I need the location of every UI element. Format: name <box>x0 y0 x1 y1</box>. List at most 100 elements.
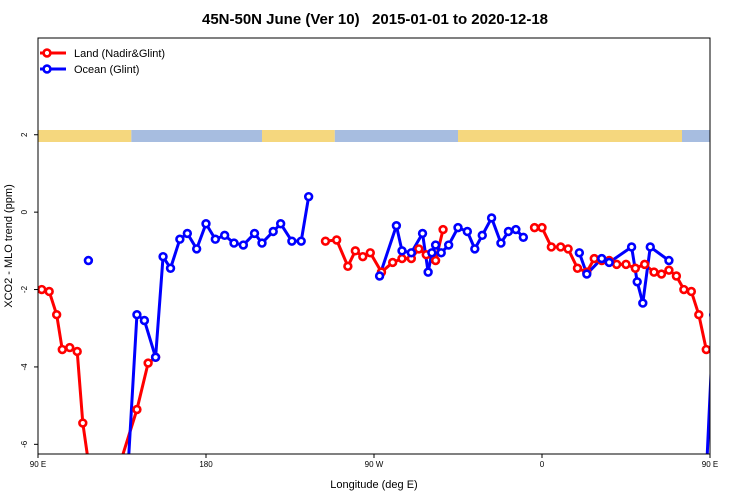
surface-band-land-segment <box>458 130 682 142</box>
plot-frame <box>37 37 711 455</box>
series-2-point <box>296 236 306 246</box>
series-1-point <box>537 222 547 233</box>
chart-title: 45N-50N June (Ver 10) 2015-01-01 to 2020… <box>202 11 548 28</box>
series-1-segment <box>75 349 85 425</box>
series-2-point <box>486 213 497 223</box>
series-1-point <box>630 263 641 273</box>
y-tick-label: 0 <box>20 209 29 214</box>
series-1-point <box>709 344 710 351</box>
series-1-point <box>589 253 599 264</box>
series-1-point <box>365 248 375 258</box>
series-2-point <box>238 240 249 250</box>
series-1-point <box>546 242 557 252</box>
y-tick-label: 2 <box>20 132 29 137</box>
series-2-point <box>511 224 521 235</box>
series-1-point <box>113 472 120 479</box>
series-2-point <box>124 472 131 479</box>
series-1-point <box>358 251 368 262</box>
series-1-segment <box>81 421 89 454</box>
series-2-segment <box>729 257 736 358</box>
series-1-point <box>686 286 697 297</box>
series-1-point <box>350 246 361 256</box>
series-1-point <box>649 267 659 277</box>
series-1-point <box>72 346 82 357</box>
series-2-point <box>423 267 433 277</box>
series-1-segment <box>55 313 64 352</box>
series-2-point <box>150 352 161 362</box>
legend-swatch-marker <box>42 48 52 58</box>
series-2-point <box>645 242 655 252</box>
series-1-point <box>555 242 566 252</box>
surface-band-ocean-segment <box>131 130 262 142</box>
series-2-point <box>303 191 314 202</box>
surface-band-ocean-segment <box>682 130 710 142</box>
series-2-point <box>626 242 637 252</box>
series-1-segment <box>714 348 721 352</box>
legend: Land (Nadir&Glint) Ocean (Glint) <box>40 48 165 76</box>
series-1-point <box>611 259 622 270</box>
series-2-point <box>83 255 94 266</box>
series-1-point <box>656 269 667 279</box>
series-2-point <box>268 226 278 237</box>
series-2-segment <box>641 245 652 305</box>
series-2-point <box>462 226 473 237</box>
series-2-segment <box>299 195 311 243</box>
series-2-point <box>733 253 740 260</box>
series-1-point <box>701 344 710 355</box>
series-2-point <box>257 238 267 248</box>
series-1-point <box>331 235 342 245</box>
series-1-point <box>438 224 448 235</box>
series-1-point <box>320 236 331 246</box>
x-axis: 90 E 180 90 W 0 90 E <box>30 454 718 469</box>
series-1-segment <box>121 407 139 454</box>
x-tick-label: 90 W <box>365 460 384 469</box>
series-1-segment <box>721 351 728 423</box>
series-1-point <box>78 418 88 428</box>
y-axis-title: XCO2 - MLO trend (ppm) <box>3 184 15 307</box>
x-tick-label: 90 E <box>702 460 718 469</box>
series-1-point <box>87 472 94 479</box>
series-2-point <box>582 269 592 279</box>
y-tick-label: -2 <box>20 285 29 293</box>
series-2-point <box>718 317 725 324</box>
x-axis-title: Longitude (deg E) <box>330 479 417 491</box>
series-1-point <box>51 309 62 320</box>
series-1-point <box>639 259 650 270</box>
series-1-point <box>679 284 689 295</box>
series-2-point <box>287 236 297 246</box>
series-1-point <box>38 284 47 295</box>
series-2-segment <box>169 237 182 270</box>
series-2-segment <box>714 315 721 321</box>
series-2-point <box>703 472 710 479</box>
series-1-point <box>572 263 583 273</box>
series-2-point <box>219 230 230 241</box>
series-2-point <box>427 248 437 258</box>
series-1-point <box>718 348 725 355</box>
series-2-point <box>374 271 385 281</box>
series-1-segment <box>135 361 150 411</box>
series-1-point <box>387 257 398 268</box>
series-2-point <box>406 248 417 258</box>
series-1-point <box>671 271 682 281</box>
x-tick-label: 180 <box>199 460 213 469</box>
series-2-point <box>443 240 454 250</box>
series-2-point <box>210 234 221 244</box>
surface-band-ocean-segment <box>334 130 458 142</box>
series-1-point <box>563 244 573 254</box>
series-2-point <box>275 219 286 229</box>
series-2-segment <box>705 362 710 454</box>
series-2-segment <box>127 313 139 454</box>
surface-band-land-segment <box>262 130 335 142</box>
series-2-point <box>638 298 648 308</box>
series-2-point <box>132 309 142 320</box>
series-2-point <box>664 255 674 266</box>
series-2-point <box>632 277 642 287</box>
series-2-point <box>182 228 193 239</box>
series-1-point <box>664 265 674 275</box>
series-2-segment <box>142 318 158 359</box>
y-tick-label: -6 <box>20 440 29 448</box>
series-2-point <box>229 238 239 248</box>
series-1-point <box>430 255 441 266</box>
series-2-point <box>430 240 441 250</box>
